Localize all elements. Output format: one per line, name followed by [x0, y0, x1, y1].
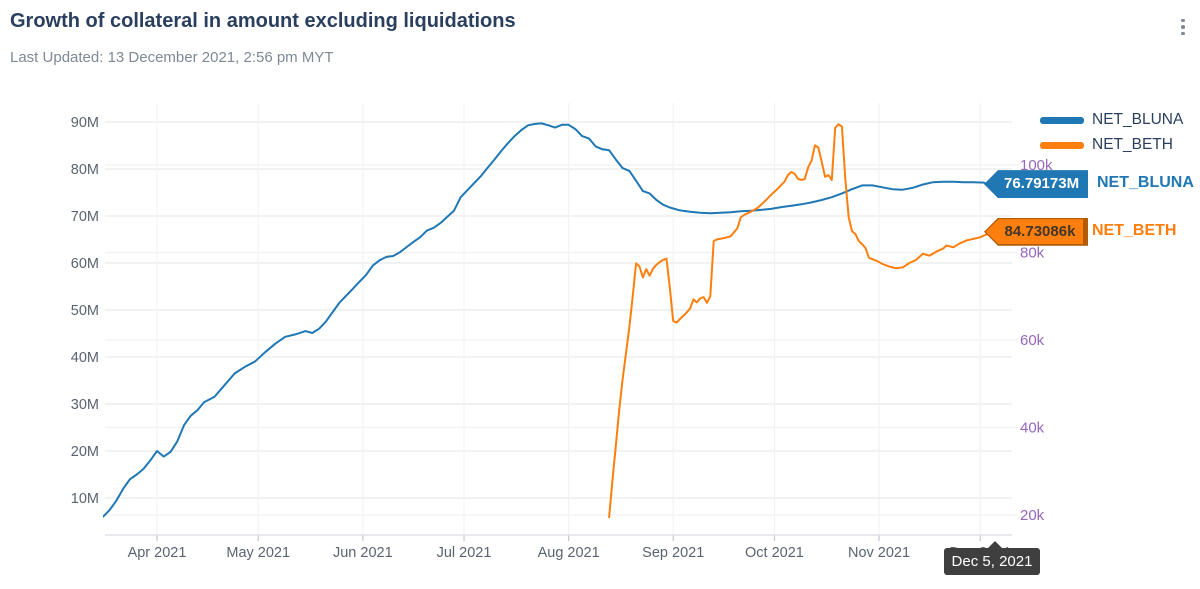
- x-tick-label: Oct 2021: [745, 545, 804, 561]
- y-left-tick-label: 80M: [71, 162, 99, 178]
- y-left-tick-label: 90M: [71, 115, 99, 131]
- y-left-tick-label: 40M: [71, 350, 99, 366]
- legend-label: NET_BLUNA: [1092, 111, 1184, 128]
- page-title: Growth of collateral in amount excluding…: [10, 10, 516, 32]
- series-line-net_beth: [608, 123, 995, 519]
- y-right-tick-label: 100k: [1020, 157, 1053, 174]
- y-left-tick-label: 50M: [71, 303, 99, 319]
- y-right-tick-label: 40k: [1020, 420, 1045, 437]
- y-left-tick-label: 30M: [71, 397, 99, 413]
- net-bluna-value-badge: 76.79173M: [984, 170, 1089, 199]
- x-tick-label: Aug 2021: [538, 545, 600, 561]
- x-tick-label: Sep 2021: [642, 545, 704, 561]
- net-beth-value-badge: 84.73086k: [984, 217, 1088, 246]
- y-right-tick-label: 20k: [1020, 507, 1045, 524]
- net-beth-swatch-icon: [1040, 141, 1084, 149]
- x-tick-label: Nov 2021: [848, 545, 910, 561]
- kebab-dot: [1181, 18, 1185, 23]
- net-bluna-swatch-icon: [1040, 116, 1084, 124]
- net-bluna-end-label: NET_BLUNA: [1097, 174, 1194, 192]
- y-right-tick-label: 60k: [1020, 332, 1045, 349]
- x-tick-label: Jun 2021: [333, 545, 393, 561]
- x-tick-label: May 2021: [226, 545, 290, 561]
- kebab-dot: [1181, 25, 1185, 29]
- last-updated-text: Last Updated: 13 December 2021, 2:56 pm …: [10, 49, 334, 66]
- legend-item-net-bluna[interactable]: NET_BLUNA: [1040, 111, 1183, 129]
- net-beth-value-text: 84.73086k: [985, 219, 1084, 245]
- y-left-tick-label: 70M: [71, 209, 99, 225]
- y-left-tick-label: 20M: [71, 444, 99, 460]
- legend-label: NET_BETH: [1092, 136, 1173, 153]
- y-left-tick-label: 60M: [71, 256, 99, 272]
- net-beth-end-label: NET_BETH: [1092, 221, 1177, 239]
- x-tick-label: Jul 2021: [437, 545, 492, 561]
- legend: NET_BLUNA NET_BETH: [1040, 111, 1183, 154]
- y-left-tick-label: 10M: [71, 491, 99, 507]
- series-line-net_bluna: [103, 122, 995, 518]
- legend-item-net-beth[interactable]: NET_BETH: [1040, 136, 1183, 154]
- kebab-dot: [1181, 31, 1185, 36]
- date-hover-tooltip: Dec 5, 2021: [944, 541, 1040, 575]
- kebab-menu-icon[interactable]: [1174, 14, 1192, 40]
- x-tick-label: Apr 2021: [128, 545, 187, 561]
- y-right-tick-label: 80k: [1020, 245, 1045, 262]
